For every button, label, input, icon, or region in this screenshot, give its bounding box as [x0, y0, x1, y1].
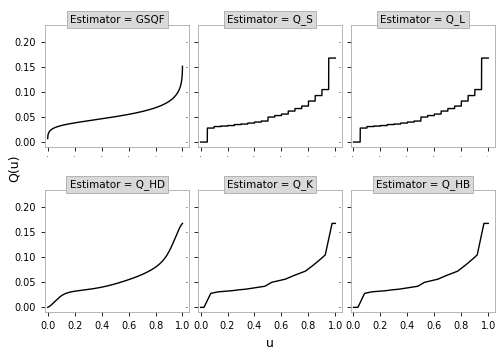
Title: Estimator = GSQF: Estimator = GSQF	[70, 15, 164, 25]
Title: Estimator = Q_K: Estimator = Q_K	[227, 179, 313, 190]
Title: Estimator = Q_S: Estimator = Q_S	[227, 14, 313, 25]
Text: u: u	[266, 338, 274, 351]
Text: Q(u): Q(u)	[8, 155, 20, 182]
Title: Estimator = Q_HD: Estimator = Q_HD	[70, 179, 164, 190]
Title: Estimator = Q_HB: Estimator = Q_HB	[376, 179, 470, 190]
Title: Estimator = Q_L: Estimator = Q_L	[380, 14, 466, 25]
